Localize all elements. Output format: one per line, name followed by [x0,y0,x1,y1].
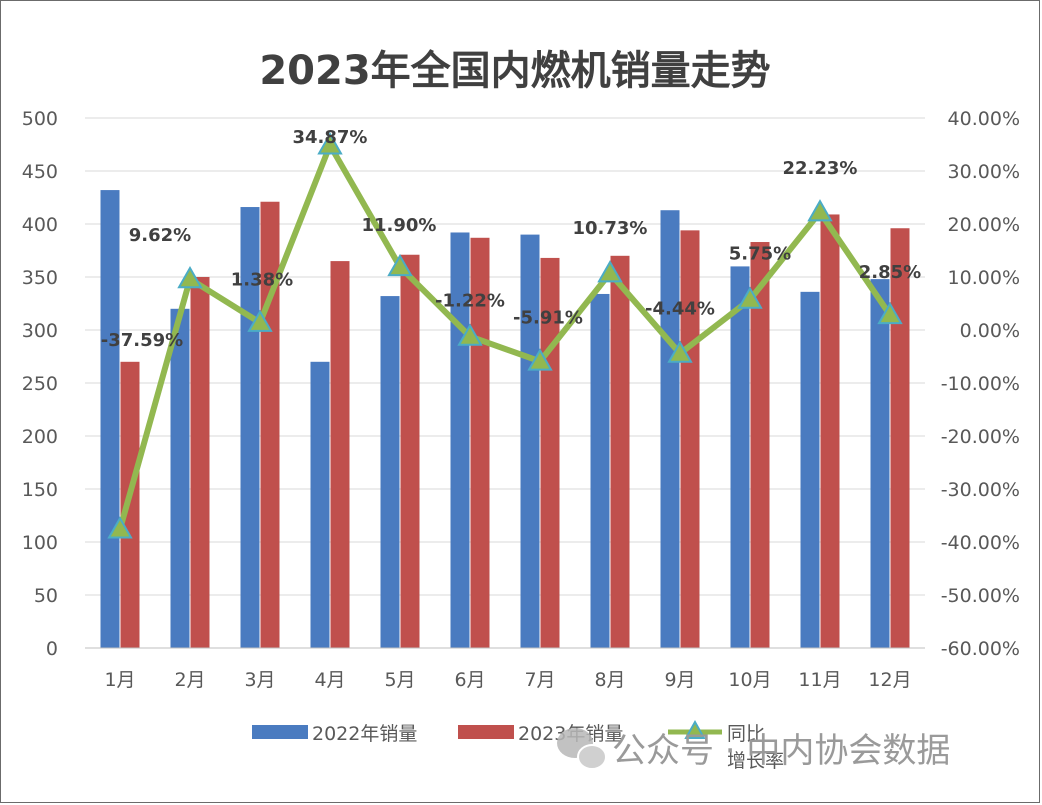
y-right-tick-label: -10.00% [941,373,1020,395]
y-right-tick-label: 0.00% [960,320,1020,342]
growth-point [387,253,413,277]
bar-series2 [400,254,420,649]
y-left-tick-label: 250 [22,373,58,395]
bar-series1 [660,210,680,648]
bar-series1 [380,296,400,648]
bar-series1 [870,279,890,648]
legend-label-growth: 同比增长率 [727,723,784,772]
x-tick-label: 11月 [798,669,841,691]
x-tick-label: 8月 [594,669,625,691]
growth-data-label: 2.85% [859,262,921,283]
y-right-tick-label: -20.00% [941,426,1020,448]
bar-series1 [310,361,330,648]
growth-data-label: 9.62% [129,225,191,246]
growth-point [247,309,273,332]
bar-series2 [260,201,280,649]
y-right-tick-label: -40.00% [941,532,1020,554]
watermark: 公众号 · 中内协会数据 [557,728,950,771]
bar-series1 [730,266,750,648]
y-left-tick-label: 400 [22,214,58,236]
axes: 0 50 100 150 200 250 300 350 400 450 500 -60.00% -50… [22,108,1020,691]
gridlines [85,117,925,649]
growth-data-label: 5.75% [729,244,791,265]
y-right-tick-label: 20.00% [948,214,1020,236]
x-tick-label: 3月 [244,669,275,691]
y-left-tick-label: 200 [22,426,58,448]
growth-data-label: -4.44% [645,299,715,320]
growth-data-label: 11.90% [362,215,437,236]
bar-series1 [590,293,610,648]
y-right-tick-label: 40.00% [948,108,1020,130]
growth-data-label: 1.38% [231,270,293,291]
bar-series2 [330,261,350,648]
growth-point [177,265,203,289]
wechat-icon [557,728,607,770]
x-tick-label: 6月 [454,669,485,691]
bar-series1 [800,291,820,648]
x-tick-label: 12月 [868,669,911,691]
legend-swatch-2023 [458,725,514,739]
bar-series2 [680,230,700,649]
y-left-tick-label: 300 [22,320,58,342]
growth-data-label: 34.87% [293,127,368,148]
growth-data-label: -37.59% [101,330,183,351]
bar-series2 [750,242,770,648]
growth-series-line [117,142,893,531]
growth-point [107,516,133,539]
wechat-bubble-small [577,744,607,770]
growth-point [527,348,553,371]
bar-series1 [170,308,190,648]
x-tick-label: 10月 [728,669,771,691]
growth-point [877,301,903,325]
y-right-tick-label: -50.00% [941,585,1020,607]
bar-series2 [820,214,840,648]
watermark-text: 公众号 · 中内协会数据 [612,731,950,771]
growth-line [107,132,903,539]
legend-label-2022: 2022年销量 [312,723,417,745]
bar-series2 [610,255,630,649]
y-left-tick-label: 500 [22,108,58,130]
growth-data-label: 10.73% [573,218,648,239]
x-tick-label: 2月 [174,669,205,691]
y-right-tick-label: -60.00% [941,638,1020,660]
growth-data-label: -1.22% [435,290,505,311]
legend-marker-growth [684,719,706,739]
x-tick-label: 5月 [384,669,415,691]
growth-point [317,132,343,155]
growth-point [737,286,763,309]
growth-point [807,199,833,222]
x-tick-label: 4月 [314,669,345,691]
y-left-tick-label: 100 [22,532,58,554]
x-tick-label: 9月 [664,669,695,691]
y-left-tick-label: 0 [46,638,58,660]
y-left-tick-label: 150 [22,479,58,501]
growth-point [597,260,623,283]
growth-point [667,340,693,363]
bar-series2 [890,228,910,649]
bar-series1 [520,234,540,648]
legend-swatch-2022 [252,725,308,739]
bar-series1 [100,190,120,648]
y-right-tick-label: -30.00% [941,479,1020,501]
bar-series2 [120,361,140,648]
growth-data-label: 22.23% [783,158,858,179]
y-left-tick-label: 350 [22,267,58,289]
data-labels: -37.59% 9.62% 1.38% 34.87% 11.90% -1.22% -5.91… [101,127,921,351]
bar-series2 [190,277,210,648]
x-tick-label: 1月 [104,669,135,691]
growth-point [457,323,483,346]
y-right-tick-label: 30.00% [948,161,1020,183]
x-tick-label: 7月 [524,669,555,691]
y-right-tick-label: 10.00% [948,267,1020,289]
growth-data-label: -5.91% [513,307,583,328]
y-left-tick-label: 450 [22,161,58,183]
chart-title: 2023年全国内燃机销量走势 [259,48,770,94]
y-left-tick-label: 50 [34,585,58,607]
